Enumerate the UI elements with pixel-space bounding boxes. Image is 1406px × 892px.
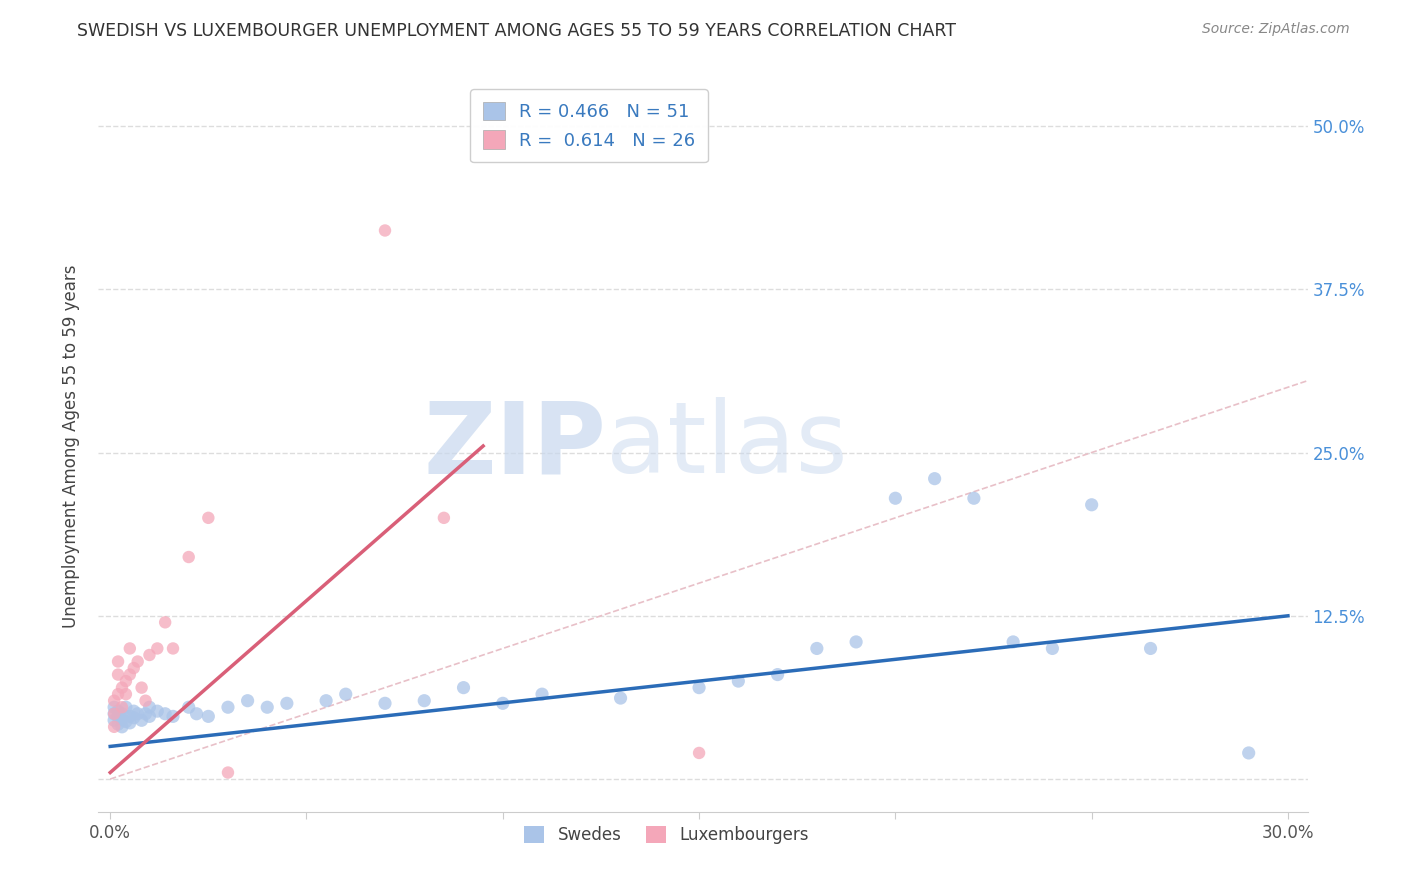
Point: [688, 746, 710, 760]
Y-axis label: Unemployment Among Ages 55 to 59 years: Unemployment Among Ages 55 to 59 years: [62, 264, 80, 628]
Point: [845, 635, 868, 649]
Point: [197, 511, 219, 525]
Point: [806, 641, 828, 656]
Point: [1080, 498, 1102, 512]
Point: [609, 691, 631, 706]
Point: [131, 714, 153, 728]
Point: [884, 491, 907, 506]
Point: [103, 720, 125, 734]
Point: [1237, 746, 1260, 760]
Point: [162, 709, 184, 723]
Point: [122, 661, 145, 675]
Point: [118, 641, 141, 656]
Point: [217, 700, 239, 714]
Text: Source: ZipAtlas.com: Source: ZipAtlas.com: [1202, 22, 1350, 37]
Point: [433, 511, 456, 525]
Point: [115, 687, 138, 701]
Point: [138, 709, 160, 723]
Point: [1002, 635, 1025, 649]
Legend: Swedes, Luxembourgers: Swedes, Luxembourgers: [517, 820, 815, 851]
Point: [122, 704, 145, 718]
Point: [1139, 641, 1161, 656]
Point: [111, 700, 134, 714]
Text: ZIP: ZIP: [423, 398, 606, 494]
Point: [103, 694, 125, 708]
Point: [103, 706, 125, 721]
Point: [335, 687, 357, 701]
Point: [531, 687, 554, 701]
Point: [127, 655, 149, 669]
Point: [115, 700, 138, 714]
Point: [111, 720, 134, 734]
Point: [111, 681, 134, 695]
Text: SWEDISH VS LUXEMBOURGER UNEMPLOYMENT AMONG AGES 55 TO 59 YEARS CORRELATION CHART: SWEDISH VS LUXEMBOURGER UNEMPLOYMENT AMO…: [77, 22, 956, 40]
Point: [107, 655, 129, 669]
Point: [186, 706, 208, 721]
Point: [177, 700, 200, 714]
Point: [127, 706, 149, 721]
Point: [453, 681, 475, 695]
Point: [492, 696, 515, 710]
Text: atlas: atlas: [606, 398, 848, 494]
Point: [146, 641, 169, 656]
Point: [688, 681, 710, 695]
Point: [135, 706, 157, 721]
Point: [963, 491, 986, 506]
Point: [118, 715, 141, 730]
Point: [766, 667, 789, 681]
Point: [217, 765, 239, 780]
Point: [107, 709, 129, 723]
Point: [153, 615, 176, 630]
Point: [727, 674, 749, 689]
Point: [107, 667, 129, 681]
Point: [115, 674, 138, 689]
Point: [138, 648, 160, 662]
Point: [135, 694, 157, 708]
Point: [103, 714, 125, 728]
Point: [115, 714, 138, 729]
Point: [122, 711, 145, 725]
Point: [131, 681, 153, 695]
Point: [107, 687, 129, 701]
Point: [197, 709, 219, 723]
Point: [103, 706, 125, 721]
Point: [276, 696, 298, 710]
Point: [374, 696, 396, 710]
Point: [177, 549, 200, 564]
Point: [256, 700, 278, 714]
Point: [236, 694, 259, 708]
Point: [374, 223, 396, 237]
Point: [1042, 641, 1064, 656]
Point: [118, 709, 141, 723]
Point: [107, 704, 129, 718]
Point: [107, 717, 129, 731]
Point: [111, 706, 134, 721]
Point: [413, 694, 436, 708]
Point: [111, 712, 134, 726]
Point: [138, 700, 160, 714]
Point: [315, 694, 337, 708]
Point: [162, 641, 184, 656]
Point: [103, 700, 125, 714]
Point: [153, 706, 176, 721]
Point: [924, 472, 946, 486]
Point: [118, 667, 141, 681]
Point: [146, 704, 169, 718]
